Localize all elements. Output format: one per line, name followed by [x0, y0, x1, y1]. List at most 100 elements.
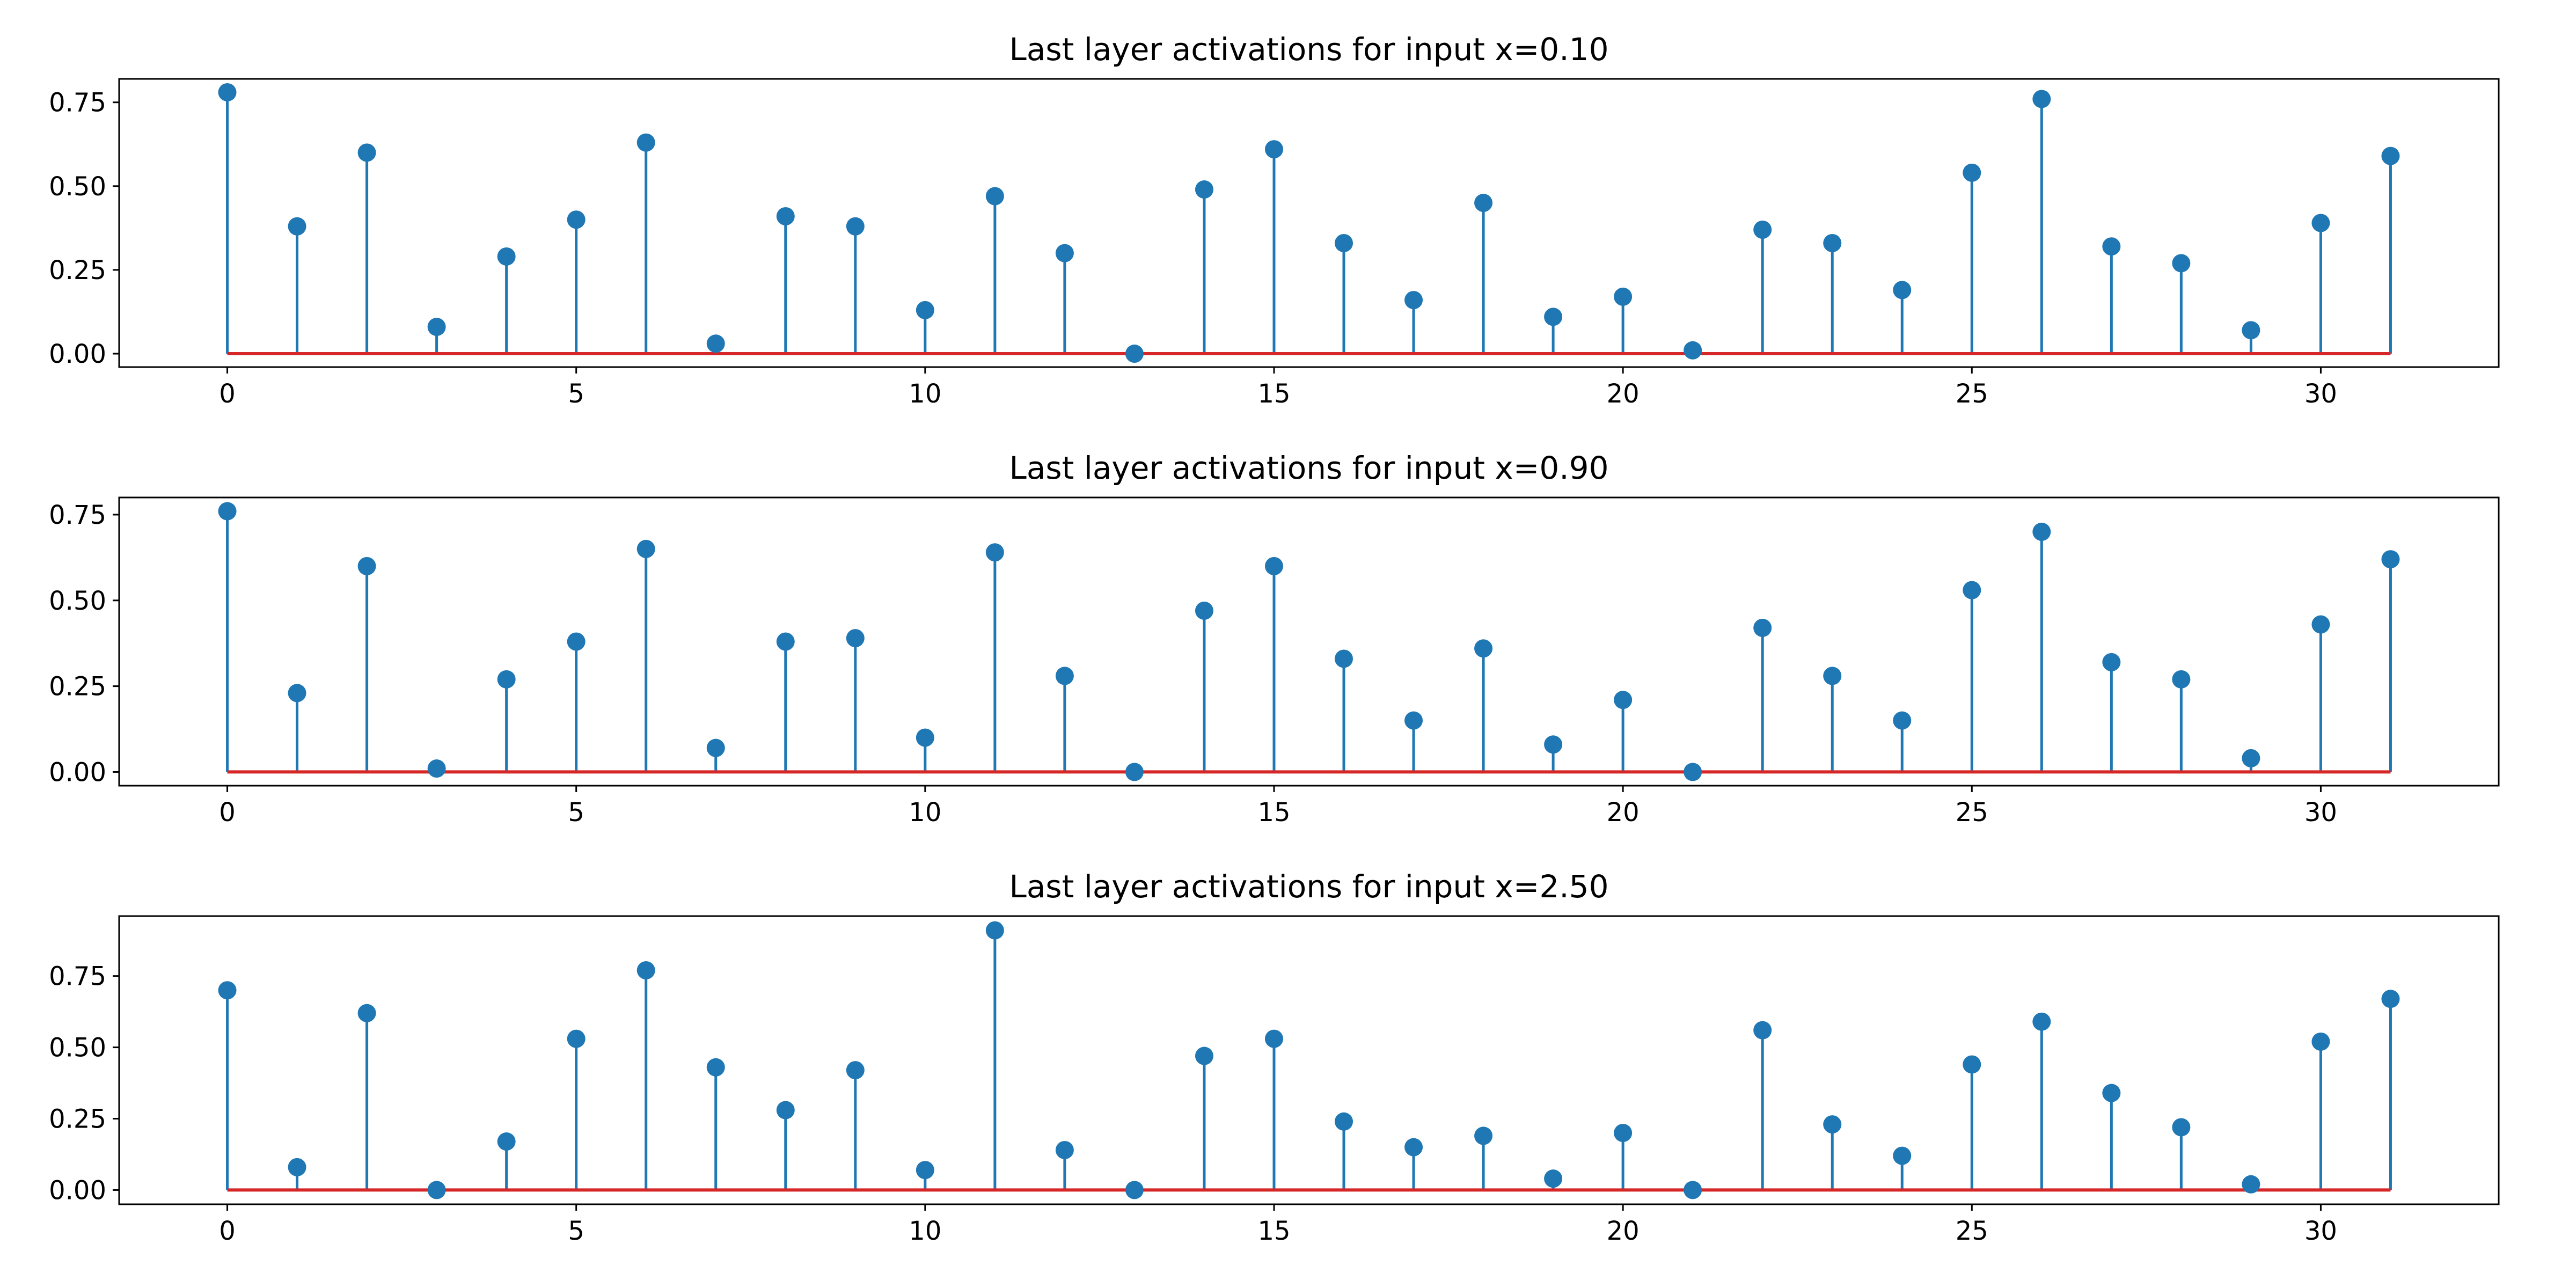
y-tick-label: 0.25: [49, 255, 106, 286]
stem-marker: [1264, 140, 1283, 159]
stem-marker: [1474, 194, 1493, 213]
x-tick-label: 10: [909, 797, 941, 828]
x-tick-label: 25: [1956, 797, 1988, 828]
x-tick-label: 5: [568, 1216, 584, 1246]
stem-marker: [916, 728, 934, 747]
stem-marker: [288, 684, 306, 702]
x-tick-label: 30: [2304, 797, 2337, 828]
stem-marker: [1544, 735, 1563, 754]
stem-marker: [218, 981, 237, 1000]
stem-marker: [2311, 1032, 2330, 1051]
stem-marker: [1055, 244, 1074, 262]
stem-marker: [1753, 220, 1772, 239]
subplot-3: Last layer activations for input x=2.50 0…: [49, 868, 2500, 1246]
stem-marker: [636, 133, 655, 152]
stem-marker: [1125, 345, 1144, 363]
stem-marker: [1404, 1138, 1423, 1157]
stem-marker: [2242, 321, 2260, 340]
stem-marker: [706, 738, 725, 757]
stem-marker: [1055, 1140, 1074, 1159]
stem-marker: [288, 217, 306, 236]
x-tick-label: 10: [909, 379, 941, 409]
stem-marker: [2032, 1012, 2051, 1031]
stem-marker: [427, 1181, 446, 1199]
stem-marker: [218, 83, 237, 101]
stem-marker: [1335, 649, 1353, 668]
x-tick-label: 10: [909, 1216, 941, 1246]
stem-marker: [846, 1061, 865, 1080]
stem-marker: [2172, 670, 2191, 689]
x-tick-label: 15: [1257, 379, 1290, 409]
stem-marker: [1684, 763, 1702, 781]
x-tick-label: 25: [1956, 1216, 1988, 1246]
y-tick-label: 0.50: [49, 586, 106, 616]
stem-marker: [1195, 180, 1213, 199]
x-tick-label: 0: [219, 797, 236, 828]
stem-marker: [706, 334, 725, 353]
chart-title: Last layer activations for input x=0.90: [1009, 450, 1609, 486]
stem-marker: [567, 632, 586, 651]
stem-marker: [2102, 653, 2121, 671]
stem-marker: [2172, 254, 2191, 273]
x-tick-label: 20: [1607, 379, 1640, 409]
stem-marker: [636, 539, 655, 558]
stem-marker: [2381, 990, 2400, 1008]
stem-marker: [846, 629, 865, 648]
stem-marker: [916, 1161, 934, 1180]
stem-marker: [1264, 557, 1283, 575]
stem-marker: [1335, 1112, 1353, 1131]
stem-marker: [2172, 1118, 2191, 1137]
stem-marker: [1195, 1046, 1213, 1065]
stem-marker: [1823, 233, 1842, 252]
x-tick-label: 0: [219, 1216, 236, 1246]
x-tick-label: 5: [568, 797, 584, 828]
stem-marker: [1614, 691, 1633, 709]
stem-marker: [2311, 214, 2330, 232]
stem-marker: [2242, 749, 2260, 767]
stem-marker: [1823, 667, 1842, 685]
x-tick-label: 0: [219, 379, 236, 409]
stem-marker: [1963, 581, 1981, 599]
y-tick-label: 0.25: [49, 672, 106, 702]
x-tick-label: 25: [1956, 379, 1988, 409]
stem-marker: [1544, 308, 1563, 326]
x-tick-label: 5: [568, 379, 584, 409]
stem-marker: [636, 961, 655, 980]
stem-marker: [1125, 763, 1144, 781]
stem-marker: [427, 318, 446, 336]
x-tick-label: 15: [1257, 1216, 1290, 1246]
stem-marker: [427, 759, 446, 778]
stem-marker: [357, 1004, 376, 1022]
stem-marker: [1963, 163, 1981, 182]
stem-marker: [1893, 711, 1912, 730]
stem-marker: [1474, 1126, 1493, 1145]
stem-marker: [2102, 1084, 2121, 1102]
x-tick-label: 20: [1607, 797, 1640, 828]
stem-marker: [706, 1058, 725, 1077]
stem-marker: [2381, 550, 2400, 569]
y-tick-label: 0.25: [49, 1104, 106, 1134]
stem-marker: [1893, 281, 1912, 299]
y-tick-label: 0.50: [49, 1033, 106, 1063]
x-tick-label: 20: [1607, 1216, 1640, 1246]
stem-marker: [1055, 667, 1074, 685]
stem-marker: [1684, 341, 1702, 360]
stem-marker: [2381, 147, 2400, 165]
axes-frame: [118, 78, 2500, 368]
y-tick-label: 0.50: [49, 172, 106, 202]
stem-marker: [1753, 618, 1772, 637]
stem-marker: [1823, 1115, 1842, 1134]
x-tick-label: 15: [1257, 797, 1290, 828]
stem-marker: [357, 143, 376, 162]
stem-marker: [2242, 1175, 2260, 1194]
chart-title: Last layer activations for input x=2.50: [1009, 868, 1609, 905]
stem-marker: [1963, 1055, 1981, 1074]
axes-frame: [118, 915, 2500, 1205]
axes-frame: [118, 496, 2500, 787]
stem-marker: [1753, 1021, 1772, 1040]
stem-marker: [1335, 233, 1353, 252]
stem-marker: [1404, 711, 1423, 730]
stem-marker: [776, 1101, 795, 1119]
stem-marker: [1404, 291, 1423, 310]
